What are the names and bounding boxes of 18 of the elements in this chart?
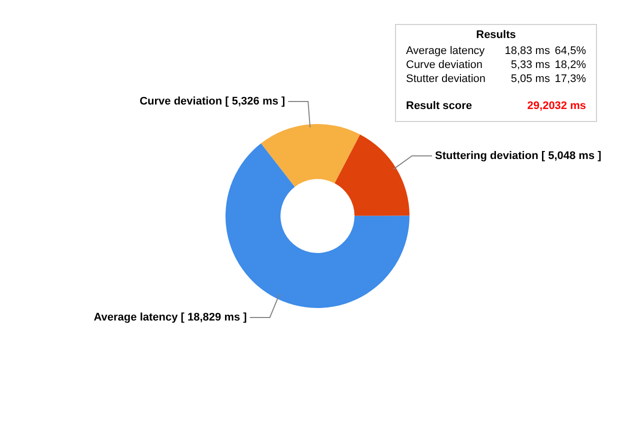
slice-label: Stuttering deviation [ 5,048 ms ] [435,150,602,162]
text: Average latency [406,44,486,58]
text: Result score [406,100,472,112]
donut-slice [226,143,410,308]
text: 18,2% [554,58,586,72]
text: 29,2032 ms [527,100,586,112]
text: 64,5% [554,44,586,58]
donut-slice [334,134,410,216]
slice-label: Curve deviation [ 5,326 ms ] [140,95,286,108]
text: 5,05 ms [510,72,550,86]
text: 18,83 ms [504,44,550,58]
slice-label: Average latency [ 18,829 ms ] [94,311,248,324]
text: Stutter deviation [406,72,486,86]
donut-slice [260,124,360,187]
text: Curve deviation [406,58,484,72]
text: 17,3% [554,72,586,86]
text: Results [475,29,517,41]
text: 5,33 ms [510,58,550,72]
